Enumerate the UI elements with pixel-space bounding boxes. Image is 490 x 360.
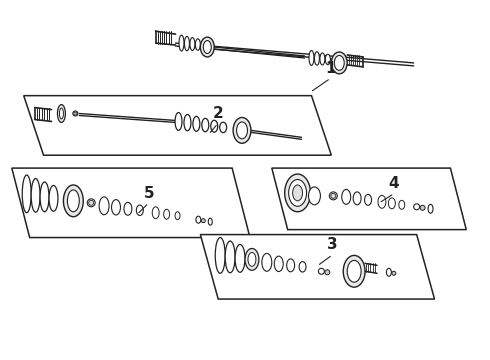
Ellipse shape bbox=[274, 256, 283, 271]
Ellipse shape bbox=[378, 195, 386, 208]
Ellipse shape bbox=[331, 52, 347, 74]
Ellipse shape bbox=[184, 36, 190, 51]
Ellipse shape bbox=[414, 204, 419, 210]
Ellipse shape bbox=[99, 197, 109, 215]
Ellipse shape bbox=[89, 201, 94, 205]
Text: 2: 2 bbox=[213, 107, 223, 121]
Ellipse shape bbox=[152, 207, 159, 219]
Ellipse shape bbox=[59, 108, 63, 119]
Ellipse shape bbox=[365, 194, 371, 205]
Ellipse shape bbox=[233, 117, 251, 143]
Ellipse shape bbox=[175, 212, 180, 220]
Ellipse shape bbox=[74, 112, 77, 115]
Ellipse shape bbox=[399, 201, 405, 209]
Ellipse shape bbox=[329, 192, 337, 200]
Ellipse shape bbox=[215, 238, 225, 273]
Ellipse shape bbox=[175, 113, 182, 130]
Ellipse shape bbox=[164, 209, 170, 219]
Ellipse shape bbox=[124, 202, 132, 215]
Ellipse shape bbox=[68, 190, 79, 212]
Ellipse shape bbox=[315, 52, 319, 65]
Text: 3: 3 bbox=[327, 238, 338, 252]
Ellipse shape bbox=[184, 114, 191, 131]
Ellipse shape bbox=[347, 260, 361, 282]
Ellipse shape bbox=[73, 111, 78, 116]
Ellipse shape bbox=[392, 271, 396, 275]
Ellipse shape bbox=[325, 270, 330, 275]
Ellipse shape bbox=[262, 253, 272, 271]
Ellipse shape bbox=[112, 199, 121, 215]
Text: 4: 4 bbox=[389, 176, 399, 191]
Ellipse shape bbox=[201, 219, 205, 223]
Ellipse shape bbox=[202, 118, 209, 132]
Ellipse shape bbox=[325, 54, 330, 65]
Ellipse shape bbox=[387, 268, 392, 276]
Ellipse shape bbox=[203, 41, 211, 54]
Ellipse shape bbox=[309, 50, 314, 66]
Ellipse shape bbox=[285, 174, 311, 212]
Ellipse shape bbox=[193, 116, 200, 131]
Ellipse shape bbox=[22, 175, 31, 213]
Polygon shape bbox=[200, 235, 435, 299]
Ellipse shape bbox=[220, 122, 227, 132]
Ellipse shape bbox=[200, 37, 214, 57]
Ellipse shape bbox=[196, 39, 200, 50]
Ellipse shape bbox=[428, 204, 433, 213]
Ellipse shape bbox=[248, 252, 256, 266]
Text: 5: 5 bbox=[144, 186, 154, 201]
Ellipse shape bbox=[225, 241, 235, 273]
Polygon shape bbox=[272, 168, 466, 230]
Ellipse shape bbox=[235, 244, 245, 272]
Ellipse shape bbox=[420, 205, 425, 210]
Ellipse shape bbox=[353, 192, 361, 205]
Ellipse shape bbox=[318, 268, 324, 274]
Ellipse shape bbox=[49, 185, 58, 211]
Ellipse shape bbox=[343, 255, 365, 287]
Ellipse shape bbox=[190, 37, 195, 50]
Ellipse shape bbox=[136, 205, 143, 216]
Ellipse shape bbox=[237, 122, 247, 139]
Ellipse shape bbox=[245, 248, 259, 270]
Ellipse shape bbox=[196, 216, 201, 223]
Polygon shape bbox=[24, 96, 331, 155]
Ellipse shape bbox=[299, 262, 306, 272]
Ellipse shape bbox=[31, 179, 40, 212]
Ellipse shape bbox=[63, 185, 83, 217]
Ellipse shape bbox=[40, 182, 49, 212]
Ellipse shape bbox=[331, 193, 336, 198]
Ellipse shape bbox=[289, 180, 307, 206]
Ellipse shape bbox=[293, 185, 302, 201]
Ellipse shape bbox=[309, 187, 320, 205]
Ellipse shape bbox=[342, 189, 351, 204]
Ellipse shape bbox=[334, 55, 344, 70]
Ellipse shape bbox=[57, 105, 65, 122]
Polygon shape bbox=[12, 168, 250, 238]
Ellipse shape bbox=[208, 218, 212, 225]
Ellipse shape bbox=[211, 120, 218, 132]
Ellipse shape bbox=[320, 53, 325, 65]
Text: 1: 1 bbox=[325, 61, 336, 76]
Ellipse shape bbox=[87, 199, 95, 207]
Ellipse shape bbox=[179, 35, 184, 51]
Ellipse shape bbox=[287, 259, 294, 272]
Ellipse shape bbox=[389, 198, 395, 209]
